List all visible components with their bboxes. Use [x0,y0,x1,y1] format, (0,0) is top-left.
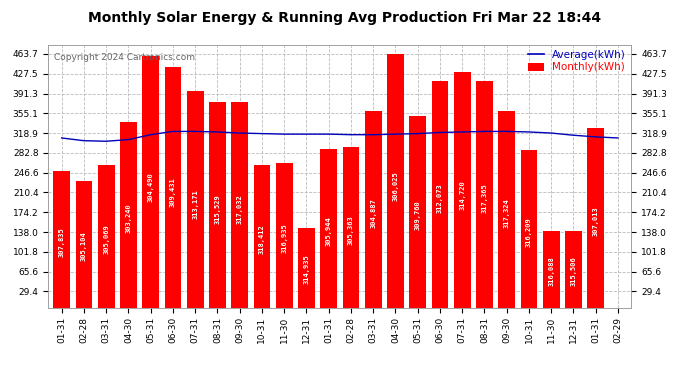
Bar [409,116,426,308]
Text: 312,073: 312,073 [437,184,443,213]
Bar [231,102,248,308]
Text: 309,760: 309,760 [415,201,421,231]
Bar [432,81,448,308]
Legend: Average(kWh), Monthly(kWh): Average(kWh), Monthly(kWh) [529,50,626,72]
Bar [476,81,493,308]
Text: 316,935: 316,935 [282,223,287,253]
Text: 304,490: 304,490 [148,172,154,202]
Text: 307,835: 307,835 [59,227,65,257]
Text: Monthly Solar Energy & Running Avg Production Fri Mar 22 18:44: Monthly Solar Energy & Running Avg Produ… [88,11,602,25]
Bar [387,54,404,307]
Bar [587,128,604,308]
Text: 305,363: 305,363 [348,216,354,246]
Bar [53,171,70,308]
Text: Copyright 2024 Cartronics.com: Copyright 2024 Cartronics.com [54,53,195,62]
Bar [454,72,471,308]
Text: 318,412: 318,412 [259,224,265,254]
Text: 317,032: 317,032 [237,194,243,224]
Bar [543,231,560,308]
Text: 314,720: 314,720 [460,180,465,210]
Bar [142,56,159,308]
Text: 314,935: 314,935 [304,255,309,284]
Text: 306,025: 306,025 [393,171,398,201]
Text: 309,431: 309,431 [170,177,176,207]
Text: 304,887: 304,887 [371,198,376,228]
Text: 316,088: 316,088 [549,256,554,286]
Bar [254,165,270,308]
Bar [120,122,137,308]
Text: 305,944: 305,944 [326,216,332,246]
Text: 305,104: 305,104 [81,232,87,261]
Bar [521,150,538,308]
Text: 303,240: 303,240 [126,203,131,233]
Text: 317,365: 317,365 [482,184,487,213]
Text: 315,529: 315,529 [215,194,220,224]
Bar [187,92,204,308]
Text: 305,069: 305,069 [104,224,109,254]
Bar [320,149,337,308]
Bar [98,165,115,308]
Bar [298,228,315,308]
Text: 317,324: 317,324 [504,198,510,228]
Text: 307,013: 307,013 [593,207,599,236]
Bar [565,231,582,308]
Bar [165,67,181,308]
Bar [365,111,382,308]
Bar [209,102,226,308]
Text: 316,209: 316,209 [526,217,532,247]
Text: 315,506: 315,506 [571,256,576,286]
Bar [276,163,293,308]
Bar [76,181,92,308]
Bar [343,147,359,308]
Bar [498,111,515,308]
Text: 313,171: 313,171 [193,189,198,219]
